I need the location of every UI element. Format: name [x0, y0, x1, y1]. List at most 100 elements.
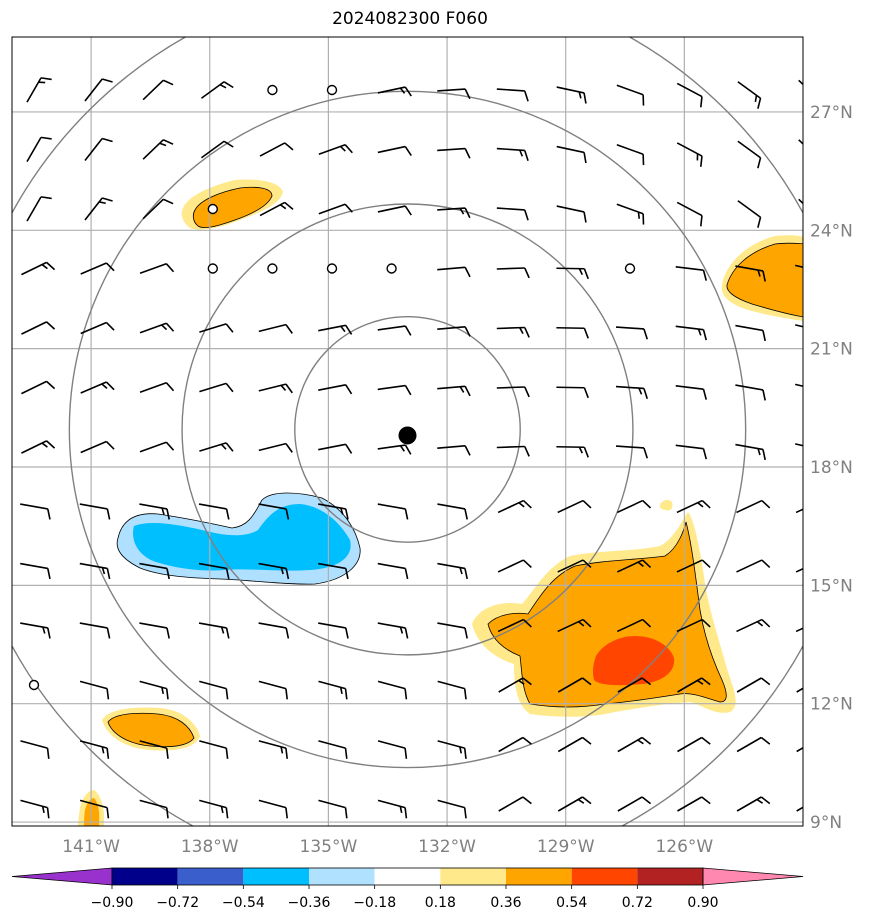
wind-barb — [80, 440, 115, 454]
wind-barb — [318, 740, 348, 759]
range-ring — [12, 37, 803, 826]
wind-barb — [258, 680, 288, 700]
wind-barb — [139, 441, 175, 453]
wind-barb — [676, 201, 703, 227]
wind-barbs — [20, 77, 830, 880]
wind-barb — [139, 503, 170, 520]
wind-barb — [617, 796, 652, 812]
wind-barb — [798, 139, 803, 160]
wind-barb — [318, 443, 353, 454]
wind-barb — [557, 677, 592, 693]
wind-barb — [21, 380, 56, 395]
calm-wind-marker — [326, 84, 338, 96]
lat-tick-label: 12°N — [810, 695, 853, 715]
wind-barb — [26, 77, 52, 103]
wind-barb — [676, 142, 703, 167]
wind-barb — [139, 381, 175, 394]
wind-barb — [437, 88, 471, 100]
wind-barb — [201, 140, 234, 159]
wind-barb — [795, 618, 803, 633]
calm-wind-marker — [326, 263, 338, 274]
lat-tick-label: 27°N — [810, 103, 853, 123]
wind-barb — [259, 201, 294, 217]
wind-barb — [377, 444, 412, 455]
wind-barb — [615, 445, 649, 459]
colorbar-segment — [440, 868, 506, 885]
wind-barb — [139, 262, 175, 275]
wind-barb — [80, 381, 115, 394]
wind-barb — [258, 383, 293, 394]
wind-barb — [79, 740, 110, 759]
wind-barb — [437, 385, 471, 397]
wind-barb — [616, 84, 645, 106]
wind-barb — [258, 622, 290, 639]
wind-barb — [617, 736, 652, 753]
wind-barb — [497, 559, 532, 573]
wind-barb — [377, 622, 409, 639]
wind-barb — [797, 855, 830, 880]
wind-barb — [676, 82, 703, 108]
calm-wind-marker — [267, 84, 278, 96]
wind-barb — [377, 86, 412, 97]
wind-barb — [556, 145, 587, 164]
wind-barb — [258, 323, 293, 334]
wind-barb — [675, 444, 708, 460]
wind-barb — [556, 326, 589, 339]
colorbar-segment — [112, 868, 178, 885]
wind-barb — [198, 562, 230, 580]
wind-barb — [318, 203, 353, 215]
wind-barb — [139, 622, 170, 639]
wind-barb — [794, 443, 803, 451]
wind-barb — [377, 384, 412, 396]
plot-frame — [11, 36, 804, 827]
wind-barb — [318, 324, 353, 335]
wind-barb — [794, 383, 803, 392]
wind-barb — [437, 325, 471, 337]
wind-barb — [80, 321, 115, 335]
wind-barb — [796, 677, 803, 693]
wind-barb — [318, 622, 349, 639]
wind-barb — [437, 740, 467, 759]
wind-barb — [199, 740, 229, 759]
wind-barb — [496, 326, 530, 338]
wind-barb — [21, 321, 56, 335]
wind-barb — [437, 503, 468, 520]
wind-barb — [735, 384, 766, 401]
wind-barb — [258, 562, 290, 580]
plot-title: 2024082300 F060 — [332, 9, 488, 29]
range-ring — [294, 316, 521, 543]
negative-anomaly-inner — [132, 504, 351, 571]
colorbar-tick-label: −0.72 — [156, 895, 199, 911]
lat-lon-gridlines — [12, 37, 803, 826]
wind-barb — [556, 445, 589, 458]
wind-barb — [139, 799, 169, 819]
colorbar-extend-low — [11, 867, 113, 886]
wind-barb — [20, 799, 50, 819]
colorbar-extend-high — [702, 867, 804, 886]
wind-barb — [615, 326, 649, 340]
wind-barb — [735, 265, 766, 282]
wind-barb — [26, 196, 52, 222]
colorbar-segment — [177, 868, 244, 885]
wind-barb — [496, 386, 530, 398]
wind-barb — [737, 81, 762, 109]
wind-barb — [437, 680, 467, 700]
wind-barb — [736, 618, 771, 633]
wind-barb — [377, 799, 408, 819]
wind-barb — [20, 740, 50, 759]
lat-tick-label: 21°N — [810, 340, 853, 360]
wind-barb — [676, 499, 711, 514]
wind-barb — [795, 499, 803, 514]
wind-barb — [737, 200, 762, 228]
colorbar-tick-label: −0.54 — [222, 895, 265, 911]
colorbar-segment — [243, 868, 309, 885]
wind-barb — [318, 143, 353, 156]
positive-anomaly-sw — [107, 712, 195, 748]
wind-barb — [318, 680, 348, 700]
wind-barb — [259, 142, 294, 157]
wind-barb — [377, 325, 412, 336]
wind-barb — [79, 799, 110, 819]
positive-anomaly-se-core — [592, 636, 675, 686]
wind-barb — [318, 799, 348, 819]
lon-tick-label: 126°W — [655, 837, 713, 857]
